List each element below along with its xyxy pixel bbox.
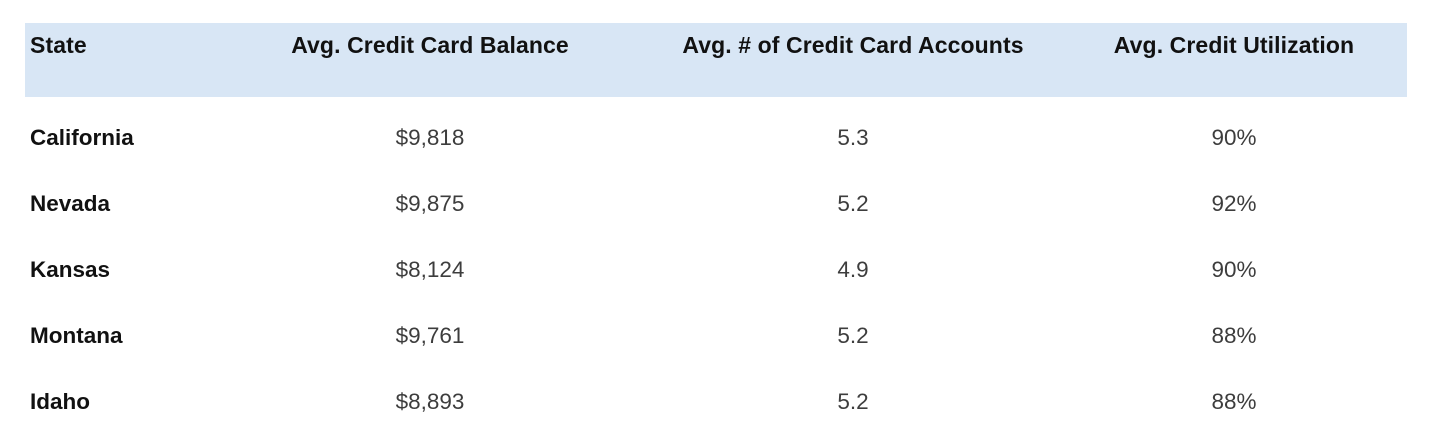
cell-state: California <box>30 125 134 150</box>
column-header-utilization: Avg. Credit Utilization <box>1061 23 1407 97</box>
table-row: Idaho $8,893 5.2 88% <box>25 369 1407 435</box>
cell-accounts: 4.9 <box>837 257 869 282</box>
cell-balance: $9,875 <box>395 191 465 216</box>
cell-accounts: 5.2 <box>837 389 869 414</box>
column-header-accounts: Avg. # of Credit Card Accounts <box>645 23 1061 97</box>
cell-utilization: 90% <box>1211 125 1257 150</box>
table-row: Montana $9,761 5.2 88% <box>25 303 1407 369</box>
cell-utilization: 88% <box>1211 323 1257 348</box>
cell-utilization: 92% <box>1211 191 1257 216</box>
column-header-balance: Avg. Credit Card Balance <box>215 23 645 97</box>
cell-accounts: 5.2 <box>837 191 869 216</box>
cell-utilization: 88% <box>1211 389 1257 414</box>
table-row: Kansas $8,124 4.9 90% <box>25 237 1407 303</box>
cell-balance: $9,761 <box>395 323 465 348</box>
state-credit-table: State Avg. Credit Card Balance Avg. # of… <box>25 23 1407 435</box>
cell-balance: $8,893 <box>395 389 465 414</box>
cell-utilization: 90% <box>1211 257 1257 282</box>
cell-balance: $8,124 <box>395 257 465 282</box>
cell-state: Nevada <box>30 191 111 216</box>
cell-balance: $9,818 <box>395 125 465 150</box>
cell-accounts: 5.3 <box>837 125 869 150</box>
header-row: State Avg. Credit Card Balance Avg. # of… <box>25 23 1407 97</box>
column-header-state: State <box>25 23 215 97</box>
cell-state: Montana <box>30 323 123 348</box>
cell-accounts: 5.2 <box>837 323 869 348</box>
table-header: State Avg. Credit Card Balance Avg. # of… <box>25 23 1407 97</box>
table-row: California $9,818 5.3 90% <box>25 97 1407 171</box>
credit-card-stats-table: State Avg. Credit Card Balance Avg. # of… <box>25 23 1407 435</box>
table-body: California $9,818 5.3 90% Nevada $9,875 … <box>25 97 1407 435</box>
cell-state: Idaho <box>30 389 90 414</box>
table-row: Nevada $9,875 5.2 92% <box>25 171 1407 237</box>
cell-state: Kansas <box>30 257 111 282</box>
